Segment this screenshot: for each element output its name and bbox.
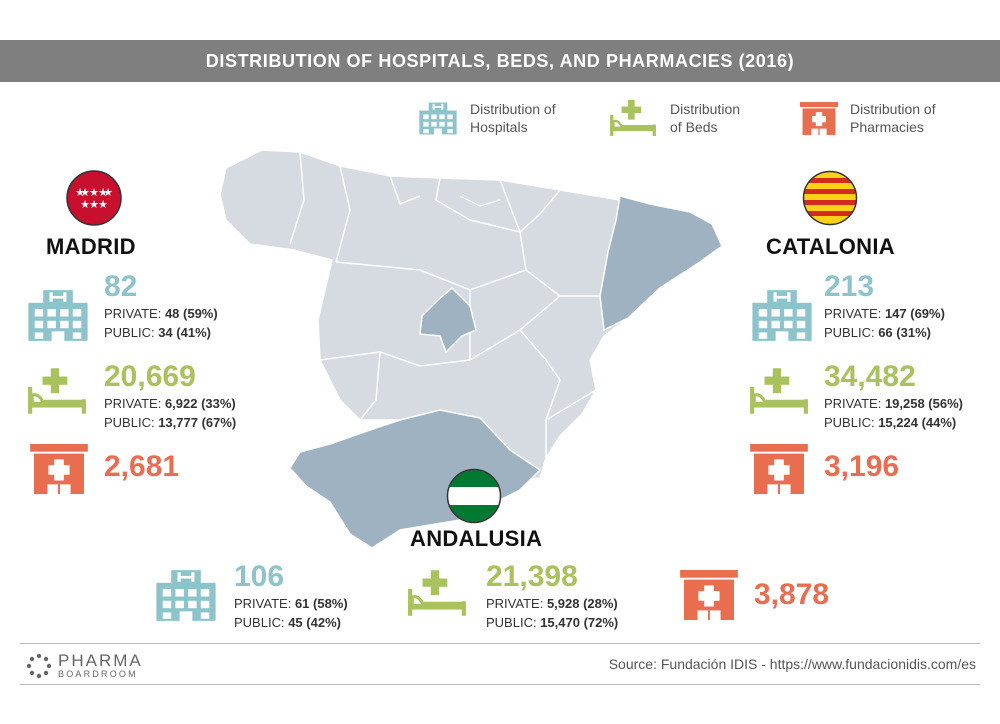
map-region-madrid [419, 286, 477, 354]
madrid-pharmacies-total: 2,681 [104, 450, 180, 483]
private-label: PRIVATE: [104, 306, 162, 321]
private-label: PRIVATE: [824, 306, 882, 321]
madrid-beds-public: 13,777 (67%) [158, 415, 237, 430]
catalonia-hospitals-private: 147 (69%) [884, 306, 945, 321]
madrid-beds-total: 20,669 [104, 360, 196, 393]
svg-text:★: ★ [75, 186, 85, 199]
andalusia-flag [446, 468, 502, 524]
andalusia-hospitals-private: 61 (58%) [294, 596, 348, 611]
catalonia-beds-public: 15,224 (44%) [878, 415, 957, 430]
pharmacy-icon [800, 102, 838, 135]
andalusia-pharmacy-icon [680, 570, 738, 620]
map-region-mainland [219, 149, 723, 481]
title-banner: DISTRIBUTION OF HOSPITALS, BEDS, AND PHA… [0, 40, 1000, 82]
svg-text:★: ★ [89, 198, 99, 211]
public-label: PUBLIC: [486, 615, 537, 630]
svg-text:★: ★ [98, 186, 108, 199]
legend-hospitals-label: Distribution of Hospitals [470, 101, 556, 135]
legend-beds: Distribution of Beds [608, 100, 740, 136]
private-label: PRIVATE: [486, 596, 544, 611]
footer-divider-bottom [20, 684, 980, 685]
andalusia-beds-public: 15,470 (72%) [540, 615, 619, 630]
andalusia-beds: 21,398 PRIVATE: 5,928 (28%) PUBLIC: 15,4… [486, 562, 618, 632]
catalonia-pharmacy-icon [750, 444, 808, 494]
andalusia-title: ANDALUSIA [410, 526, 543, 551]
andalusia-hospital-icon [154, 568, 218, 623]
madrid-bed-icon [26, 368, 88, 414]
catalonia-pharmacies: 3,196 [824, 452, 899, 482]
map-region-borders [289, 151, 600, 458]
andalusia-hospitals: 106 PRIVATE: 61 (58%) PUBLIC: 45 (42%) [234, 562, 348, 632]
andalusia-hospitals-total: 106 [234, 560, 285, 593]
legend-beds-label: Distribution of Beds [670, 101, 741, 135]
svg-text:★: ★ [80, 186, 90, 199]
catalonia-beds-private: 19,258 (56%) [884, 396, 963, 411]
madrid-beds-private: 6,922 (33%) [164, 396, 236, 411]
catalonia-hospitals-public: 66 (31%) [878, 325, 931, 340]
madrid-pharmacies: 2,681 [104, 452, 179, 482]
public-label: PUBLIC: [104, 415, 155, 430]
private-label: PRIVATE: [824, 396, 882, 411]
public-label: PUBLIC: [234, 615, 285, 630]
andalusia-bed-icon [406, 570, 468, 616]
madrid-beds: 20,669 PRIVATE: 6,922 (33%) PUBLIC: 13,7… [104, 362, 236, 432]
catalonia-hospital-icon [750, 288, 814, 343]
andalusia-beds-total: 21,398 [486, 560, 578, 593]
catalonia-title: CATALONIA [766, 234, 895, 259]
madrid-pharmacy-icon [30, 444, 88, 494]
source-text: Source: Fundación IDIS - https://www.fun… [608, 656, 976, 672]
svg-text:★: ★ [80, 198, 90, 211]
catalonia-flag [802, 170, 858, 226]
andalusia-hospitals-public: 45 (42%) [288, 615, 341, 630]
madrid-hospital-icon [26, 288, 90, 343]
catalonia-beds: 34,482 PRIVATE: 19,258 (56%) PUBLIC: 15,… [824, 362, 963, 432]
madrid-hospitals: 82 PRIVATE: 48 (59%) PUBLIC: 34 (41%) [104, 272, 218, 342]
map-region-catalonia [599, 195, 723, 332]
madrid-hospitals-private: 48 (59%) [164, 306, 218, 321]
pharma-boardroom-logo: PHARMA BOARDROOM [26, 652, 143, 680]
hospital-icon [418, 101, 458, 136]
private-label: PRIVATE: [234, 596, 292, 611]
catalonia-hospitals: 213 PRIVATE: 147 (69%) PUBLIC: 66 (31%) [824, 272, 945, 342]
andalusia-beds-private: 5,928 (28%) [546, 596, 618, 611]
madrid-hospitals-total: 82 [104, 270, 138, 303]
footer-divider-top [20, 643, 980, 644]
private-label: PRIVATE: [104, 396, 162, 411]
page-title: DISTRIBUTION OF HOSPITALS, BEDS, AND PHA… [205, 50, 795, 71]
legend-pharmacies-label: Distribution of Pharmacies [850, 101, 936, 135]
public-label: PUBLIC: [824, 325, 875, 340]
svg-text:★: ★ [103, 186, 113, 199]
logo-mark-icon [26, 653, 52, 679]
svg-text:★: ★ [89, 186, 99, 199]
logo-text-sub: BOARDROOM [58, 669, 138, 679]
madrid-title: MADRID [46, 234, 136, 259]
public-label: PUBLIC: [104, 325, 155, 340]
catalonia-pharmacies-total: 3,196 [824, 450, 900, 483]
bed-icon [608, 100, 658, 136]
public-label: PUBLIC: [824, 415, 875, 430]
catalonia-hospitals-total: 213 [824, 270, 875, 303]
svg-text:★: ★ [98, 198, 108, 211]
legend-pharmacies: Distribution of Pharmacies [800, 100, 936, 136]
madrid-hospitals-public: 34 (41%) [158, 325, 211, 340]
madrid-flag: ★★★★ ★★ ★★★ [66, 170, 122, 226]
catalonia-bed-icon [748, 368, 810, 414]
logo-text-main: PHARMA [58, 651, 143, 670]
andalusia-pharmacies-total: 3,878 [754, 578, 830, 611]
legend-hospitals: Distribution of Hospitals [418, 100, 556, 136]
catalonia-beds-total: 34,482 [824, 360, 916, 393]
andalusia-pharmacies: 3,878 [754, 580, 829, 610]
